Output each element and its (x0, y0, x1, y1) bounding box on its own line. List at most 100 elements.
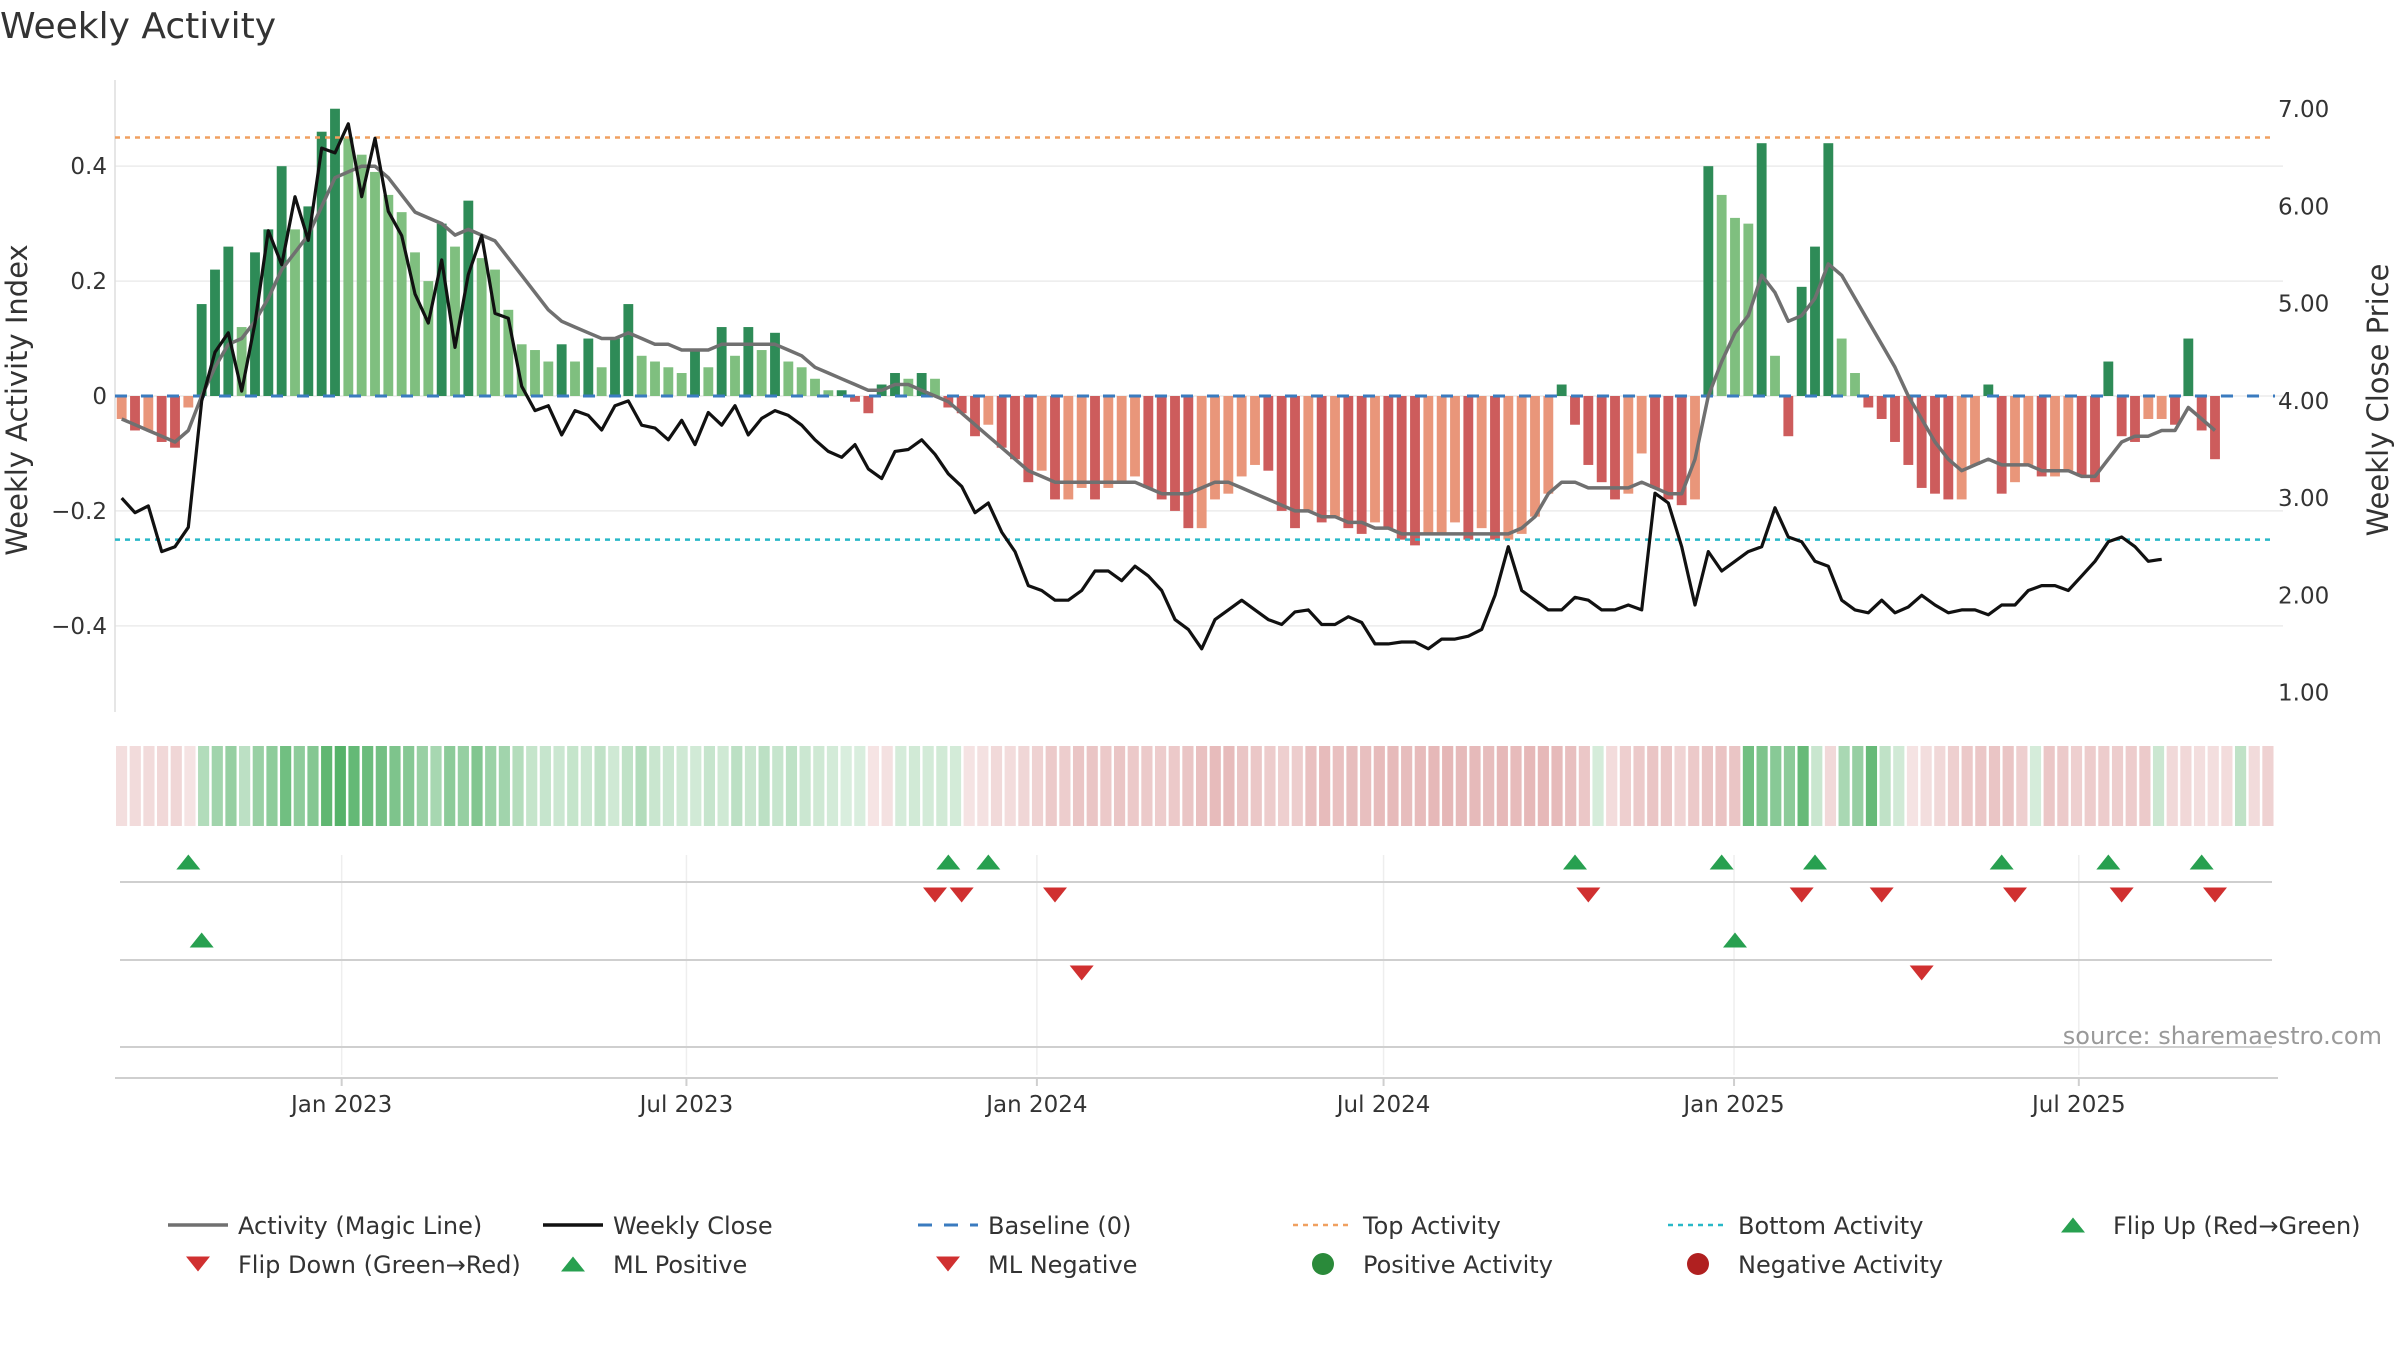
heat-cell (1906, 746, 1919, 826)
heat-cell (1154, 746, 1167, 826)
activity-bar (356, 154, 367, 396)
heat-cell (799, 746, 811, 826)
chart-title: Weekly Activity (0, 6, 276, 47)
activity-bar (1983, 384, 1994, 396)
activity-bar (1890, 396, 1900, 442)
heat-cell (772, 746, 784, 826)
activity-bar (1850, 373, 1860, 396)
activity-bar (956, 396, 967, 414)
legend-swatch (936, 1256, 960, 1272)
legend-label: Negative Activity (1738, 1251, 1943, 1279)
activity-bar (1823, 143, 1834, 396)
heat-cell (854, 746, 866, 826)
heat-cell (157, 746, 169, 826)
signal-panel (115, 854, 2278, 1079)
activity-bar (156, 396, 167, 442)
x-tick-label: Jan 2024 (984, 1092, 1087, 1118)
heat-cell (1196, 746, 1208, 826)
heat-cell (949, 746, 962, 826)
heat-cell (621, 746, 633, 826)
magic-line (121, 164, 2217, 536)
heat-cell (1278, 746, 1290, 826)
activity-bar (783, 361, 794, 396)
heat-cell (826, 746, 839, 826)
heat-cell (649, 746, 661, 826)
x-axis: Jan 2023 Jul 2023 Jan 2024 Jul 2024 Jan 2025… (289, 1078, 2126, 1118)
heat-cell (1346, 746, 1358, 826)
heat-cell (731, 746, 743, 826)
activity-bar (1863, 396, 1874, 408)
heat-cell (1059, 746, 1071, 826)
heat-cell (2002, 746, 2014, 826)
heat-cell (403, 746, 415, 826)
heat-cell (744, 746, 757, 826)
heat-cell (1578, 746, 1590, 826)
activity-bar (1063, 396, 1074, 500)
activity-bar (823, 390, 834, 396)
activity-bar (1436, 396, 1447, 534)
heat-cell (1031, 746, 1044, 826)
heat-cell (676, 746, 688, 826)
heat-cell (1865, 746, 1878, 826)
x-tick-label: Jan 2023 (289, 1092, 392, 1118)
heat-cell (2125, 746, 2137, 826)
activity-bar (556, 344, 567, 396)
heat-cell (1852, 746, 1864, 826)
activity-bar (476, 258, 487, 396)
heat-cell (348, 746, 360, 826)
activity-bar (503, 309, 514, 396)
activity-bar (423, 281, 434, 396)
heat-cell (1701, 746, 1713, 826)
heat-cell (2057, 746, 2069, 826)
activity-bar (410, 252, 420, 396)
activity-bar (303, 206, 314, 396)
activity-bar (1356, 396, 1367, 534)
activity-bar (636, 355, 647, 396)
heat-cell (1647, 746, 1659, 826)
activity-bar (1916, 396, 1927, 488)
source-label: source: sharemaestro.com (2063, 1022, 2382, 1050)
heat-cell (485, 746, 497, 826)
right-tick-label: 6.00 (2278, 194, 2329, 220)
ml-negative-marker (1069, 965, 1094, 981)
heat-cell (1127, 746, 1139, 826)
activity-bar (2076, 396, 2087, 477)
heat-cell (1824, 746, 1837, 826)
heat-cell (307, 746, 319, 826)
heat-cell (2152, 746, 2165, 826)
activity-bar (1090, 396, 1100, 500)
weekly-close-line (120, 122, 2162, 651)
activity-bar (1316, 396, 1327, 523)
activity-bar (663, 367, 674, 396)
heat-cell (2029, 746, 2042, 826)
right-tick-label: 1.00 (2278, 681, 2329, 707)
heat-cell (389, 746, 401, 826)
activity-bar (1903, 396, 1914, 465)
activity-bar (2010, 396, 2020, 483)
flip-up-marker (176, 854, 201, 870)
activity-bar (263, 229, 274, 396)
heat-cell (211, 746, 223, 826)
heat-cell (444, 746, 456, 826)
heat-cell (553, 746, 565, 826)
y-left-label: Weekly Activity Index (0, 244, 34, 555)
heat-cell (1250, 746, 1262, 826)
lines (115, 122, 2275, 651)
activity-bar (1156, 396, 1167, 500)
heat-cell (1387, 746, 1399, 826)
activity-bar (516, 344, 527, 396)
activity-bar (1023, 396, 1034, 483)
heat-cell (1496, 746, 1508, 826)
activity-bar (1463, 396, 1474, 540)
activity-bar (1103, 396, 1114, 488)
left-tick-label: −0.2 (51, 499, 107, 525)
activity-bar (863, 396, 874, 414)
heat-cell (1018, 746, 1030, 826)
legend-label: Flip Up (Red→Green) (2113, 1212, 2361, 1240)
heat-cell (1004, 746, 1016, 826)
heat-cell (703, 746, 716, 826)
activity-bar (1663, 396, 1674, 500)
heat-cell (813, 746, 825, 826)
activity-bar (1116, 396, 1127, 483)
